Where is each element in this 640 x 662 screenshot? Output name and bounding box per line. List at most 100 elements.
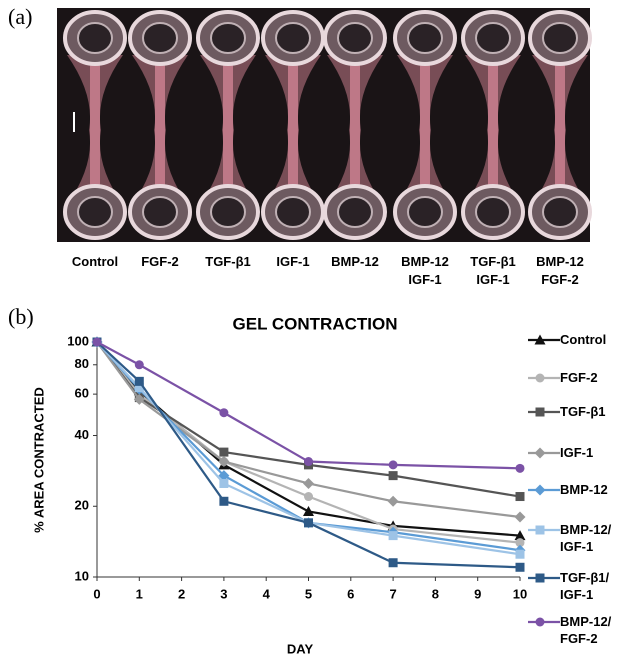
gel-neck (327, 55, 383, 205)
marker (133, 393, 145, 405)
well-hole (275, 22, 311, 54)
marker (535, 373, 545, 383)
x-tick-label: 0 (93, 586, 100, 601)
x-tick-label: 2 (178, 586, 185, 601)
marker (134, 360, 144, 370)
well-hole (407, 22, 443, 54)
gel-neck (200, 55, 256, 205)
marker (388, 558, 398, 568)
gel-neck (265, 55, 321, 205)
marker (514, 530, 526, 541)
legend-label: Control (560, 332, 607, 347)
sample-label: FGF-2 (141, 254, 179, 269)
gel-neck (132, 55, 188, 205)
marker (92, 337, 102, 347)
legend-label: BMP-12/ IGF-1 (560, 522, 612, 554)
marker (219, 447, 229, 457)
x-tick-label: 5 (305, 586, 312, 601)
legend-label: TGF-β1/ IGF-1 (560, 570, 610, 602)
legend-label: IGF-1 (560, 445, 594, 460)
marker (534, 334, 546, 345)
well-hole (210, 196, 246, 228)
sample-label: TGF-β1 IGF-1 (470, 254, 516, 287)
marker (219, 478, 229, 488)
marker (515, 562, 525, 572)
marker (218, 456, 230, 468)
marker (304, 457, 313, 467)
y-tick-label: 10 (75, 568, 89, 583)
series-line (96, 341, 521, 544)
well-hole (337, 196, 373, 228)
marker (388, 471, 398, 481)
y-tick-label: 20 (75, 498, 89, 513)
marker (515, 463, 525, 473)
x-tick-label: 3 (220, 586, 227, 601)
well-hole (407, 196, 443, 228)
marker (534, 447, 546, 459)
well-hole (475, 196, 511, 228)
x-tick-label: 9 (474, 586, 481, 601)
marker (134, 376, 144, 386)
well-hole (542, 196, 578, 228)
well-hole (142, 196, 178, 228)
y-axis-label: % AREA CONTRACTED (31, 387, 46, 533)
marker (304, 518, 313, 528)
marker (219, 408, 229, 418)
marker (535, 525, 545, 535)
marker (388, 531, 398, 541)
well-hole (142, 22, 178, 54)
series-line (96, 341, 521, 569)
sample-label: Control (71, 254, 119, 269)
marker (303, 477, 314, 489)
marker (534, 484, 546, 496)
marker (535, 407, 545, 417)
sample-label: BMP-12 IGF-1 (401, 254, 449, 287)
y-tick-label: 60 (75, 386, 89, 401)
marker (515, 538, 525, 548)
legend-label: BMP-12/ FGF-2 (560, 614, 612, 646)
x-tick-label: 1 (136, 586, 143, 601)
series-line (96, 341, 521, 519)
well-hole (210, 22, 246, 54)
gel-neck (465, 55, 521, 205)
marker (387, 495, 399, 507)
marker (514, 511, 526, 523)
y-tick-label: 100 (67, 333, 89, 348)
marker (303, 505, 314, 516)
well-hole (275, 196, 311, 228)
sample-label: TGF-β1 (205, 254, 251, 269)
well-hole (542, 22, 578, 54)
legend-label: FGF-2 (560, 370, 598, 385)
x-tick-label: 8 (432, 586, 439, 601)
panel-label: (a) (8, 4, 33, 29)
chart-title: GEL CONTRACTION (233, 314, 398, 333)
legend-label: TGF-β1 (560, 404, 606, 419)
well-hole (337, 22, 373, 54)
x-tick-label: 7 (389, 586, 396, 601)
series-line (96, 341, 521, 556)
gel-neck (397, 55, 453, 205)
marker (535, 573, 545, 583)
y-tick-label: 40 (75, 427, 89, 442)
marker (388, 460, 398, 470)
x-axis-label: DAY (287, 641, 314, 656)
x-tick-label: 10 (513, 586, 527, 601)
photo-constructs (63, 10, 592, 240)
marker (134, 383, 144, 393)
sample-label: BMP-12 (331, 254, 379, 269)
y-tick-label: 80 (75, 356, 89, 371)
marker (515, 549, 525, 559)
x-tick-label: 4 (263, 586, 271, 601)
well-hole (475, 22, 511, 54)
panel-label: (b) (8, 304, 34, 329)
marker (304, 492, 313, 502)
well-hole (77, 196, 113, 228)
series-line (96, 341, 521, 470)
sample-label: BMP-12 FGF-2 (536, 254, 584, 287)
sample-label: IGF-1 (276, 254, 310, 269)
marker (535, 617, 545, 627)
marker (515, 492, 525, 502)
marker (219, 496, 229, 506)
